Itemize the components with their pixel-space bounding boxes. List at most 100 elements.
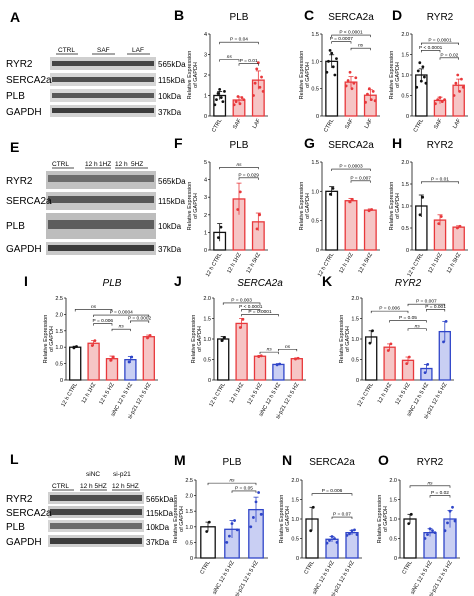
data-point <box>350 198 354 201</box>
size-37-e: 37kDa <box>158 245 182 254</box>
data-point <box>367 209 371 213</box>
data-point <box>444 319 448 323</box>
y-axis-label: Relative Expressionof GAPDH <box>389 51 401 100</box>
data-point <box>454 81 458 85</box>
data-point <box>369 98 373 101</box>
significance-bracket <box>350 180 371 183</box>
y-tick-label: 4 <box>204 178 207 184</box>
bar <box>325 60 339 117</box>
x-tick-label: si-p21 12 h 5 HZ <box>234 559 260 596</box>
y-tick-label: 2.0 <box>389 478 397 484</box>
significance-label: P = 0.006 <box>322 488 343 494</box>
data-point <box>423 75 426 79</box>
y-tick-label: 1.0 <box>389 517 397 523</box>
y-axis-label: Relative Expressionof GAPDH <box>173 495 185 544</box>
size-10-e: 10kDa <box>158 222 182 231</box>
data-point <box>325 541 329 545</box>
y-tick-label: 0.5 <box>351 358 359 364</box>
size-565-a: 565kDa <box>158 60 186 69</box>
bar <box>87 342 100 381</box>
y-axis-label: Relative Expressionof GAPDH <box>187 51 199 100</box>
y-tick-label: 0 <box>204 248 207 254</box>
blot-panel-A: A CTRL SAF LAF RYR2 SERCA2a PLB GAPDH 56… <box>6 9 186 118</box>
data-point <box>228 534 231 538</box>
y-tick-label: 0 <box>316 114 319 120</box>
data-point <box>423 537 427 540</box>
y-tick-label: 1 <box>204 230 207 236</box>
data-point <box>257 491 260 494</box>
data-point <box>330 535 334 538</box>
y-tick-label: 0.5 <box>311 219 319 225</box>
protein-serca-l: SERCA2a <box>6 508 52 519</box>
y-tick-label: 1.5 <box>389 498 397 504</box>
data-point <box>328 539 331 542</box>
y-tick-label: 0 <box>394 556 397 562</box>
data-point <box>431 529 434 533</box>
chart-panel-k: K RYR2 0 0.5 1.0 1.5 2.0 Relative Expressionof … <box>322 273 454 420</box>
lane-label-sip21-l: si-p21 <box>113 471 131 478</box>
chart-panel-j: J SERCA2a 0 0.5 1.0 1.5 2.0 Relative Expression… <box>174 273 306 420</box>
data-point <box>234 100 238 104</box>
data-point <box>252 516 255 519</box>
lane-label-12h-e1: 12 h <box>85 161 98 168</box>
data-point <box>240 96 244 99</box>
y-tick-label: 3 <box>204 195 207 201</box>
chart-panel-o: O RYR2 0 0.5 1.0 1.5 2.0 Relative Expressionof … <box>377 452 460 596</box>
x-tick-label: 12 h 5HZ <box>246 251 263 274</box>
significance-label: P = 0.0003 <box>339 164 363 170</box>
significance-bracket <box>331 41 352 44</box>
significance-bracket <box>370 310 409 314</box>
significance-label: P = 0.0001 <box>428 38 452 44</box>
bar <box>69 346 82 381</box>
data-point <box>421 65 425 69</box>
data-point <box>428 527 432 531</box>
data-point <box>335 57 338 60</box>
data-point <box>368 341 372 345</box>
y-tick-label: 1.5 <box>55 329 63 335</box>
chart-title: SERCA2a <box>328 12 374 23</box>
x-tick-label: 12 h 5 HZ <box>246 381 264 405</box>
y-tick-label: 0.5 <box>55 362 63 368</box>
y-tick-label: 1.5 <box>185 509 193 515</box>
data-point <box>344 84 348 88</box>
y-tick-label: 2.0 <box>291 478 299 484</box>
protein-plb-l: PLB <box>6 522 25 533</box>
y-tick-label: 1.5 <box>401 182 409 188</box>
data-point <box>219 225 223 229</box>
panel-letter-d: D <box>392 7 402 23</box>
significance-label: ns <box>236 163 242 168</box>
lane-label-12h-e2: 12 h <box>115 161 128 168</box>
lane-label-5hz-l2: 12 h 5HZ <box>112 483 139 490</box>
significance-bracket <box>259 351 279 355</box>
data-point <box>415 85 419 89</box>
y-tick-label: 2.0 <box>55 312 63 318</box>
blot-panel-E: E CTRL 12 h 1HZ 12 h 5HZ RYR2 SERCA2a PL… <box>6 139 186 255</box>
data-point <box>127 360 131 364</box>
chart-title: RYR2 <box>417 457 444 468</box>
y-tick-label: 2.0 <box>203 296 211 302</box>
significance-bracket <box>350 47 371 51</box>
y-tick-label: 0 <box>406 248 409 254</box>
data-point <box>364 100 367 104</box>
significance-label: P = 0.02 <box>440 52 458 58</box>
data-point <box>294 357 297 361</box>
data-point <box>238 326 242 329</box>
data-point <box>255 67 259 71</box>
x-tick-label: 12 h 1HZ <box>338 251 355 274</box>
panel-letter-o: O <box>378 452 389 468</box>
significance-label: P = 0.07 <box>333 512 351 518</box>
data-point <box>223 335 226 339</box>
y-tick-label: 1.5 <box>203 317 211 323</box>
significance-label: ns <box>227 55 233 60</box>
data-point <box>221 100 225 104</box>
size-10-l: 10kDa <box>146 523 170 532</box>
data-point <box>421 195 425 199</box>
protein-ryr2-l: RYR2 <box>6 494 33 505</box>
data-point <box>418 61 422 65</box>
y-tick-label: 1.5 <box>311 160 319 166</box>
y-tick-label: 0 <box>406 114 409 120</box>
significance-label: P = 0.0002 <box>128 315 152 321</box>
significance-bracket <box>219 41 259 45</box>
bar <box>105 358 119 381</box>
data-point <box>90 344 94 347</box>
